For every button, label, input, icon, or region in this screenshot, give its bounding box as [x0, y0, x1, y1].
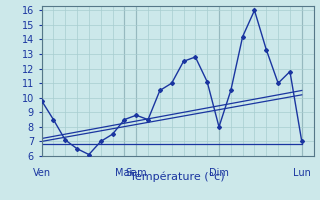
Text: Dim: Dim: [209, 168, 229, 178]
Text: Ven: Ven: [33, 168, 51, 178]
X-axis label: Température (°c): Température (°c): [130, 172, 225, 182]
Text: Sam: Sam: [125, 168, 147, 178]
Text: Mar: Mar: [115, 168, 134, 178]
Text: Lun: Lun: [293, 168, 311, 178]
